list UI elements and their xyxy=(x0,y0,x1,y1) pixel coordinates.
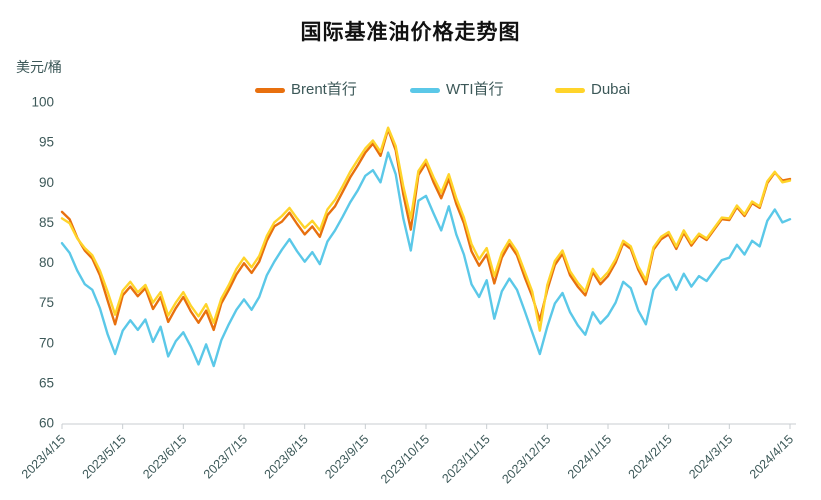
x-tick-label: 2023/9/15 xyxy=(322,432,371,481)
x-tick-label: 2024/3/15 xyxy=(686,432,735,481)
legend-item-dubai: Dubai xyxy=(555,82,630,98)
legend-label-brent: Brent首行 xyxy=(291,81,357,98)
y-tick-label: 70 xyxy=(39,335,54,350)
legend-item-wti: WTI首行 xyxy=(410,82,504,98)
y-tick-label: 85 xyxy=(39,215,54,230)
wti-line xyxy=(60,151,792,368)
legend-label-wti: WTI首行 xyxy=(446,81,504,98)
y-tick-label: 90 xyxy=(39,175,54,190)
y-axis-unit-label: 美元/桶 xyxy=(16,59,62,75)
x-tick-label: 2024/1/15 xyxy=(565,432,614,481)
x-tick-label: 2023/10/15 xyxy=(378,432,432,486)
x-tick-label: 2023/8/15 xyxy=(262,432,311,481)
x-tick-label: 2023/7/15 xyxy=(201,432,250,481)
x-tick-label: 2024/4/15 xyxy=(747,432,796,481)
y-tick-label: 75 xyxy=(39,295,54,310)
y-tick-label: 100 xyxy=(31,95,54,110)
y-tick-label: 60 xyxy=(39,416,54,431)
y-tick-label: 95 xyxy=(39,135,54,150)
legend-swatch-wti-line xyxy=(410,87,440,93)
legend-swatch-dubai-line xyxy=(555,87,585,93)
legend-item-brent: Brent首行 xyxy=(255,82,357,98)
x-tick-label: 2023/5/15 xyxy=(80,432,129,481)
x-tick-label: 2024/2/15 xyxy=(626,432,675,481)
x-tick-label: 2023/4/15 xyxy=(19,432,68,481)
dubai-line xyxy=(60,126,792,332)
y-tick-label: 65 xyxy=(39,375,54,390)
legend-label-dubai: Dubai xyxy=(591,81,631,98)
legend-swatch-brent-line xyxy=(255,87,285,93)
chart-title: 国际基准油价格走势图 xyxy=(300,21,521,44)
x-tick-label: 2023/6/15 xyxy=(140,432,189,481)
y-tick-label: 80 xyxy=(39,255,54,270)
x-tick-label: 2023/12/15 xyxy=(499,432,553,486)
x-tick-label: 2023/11/15 xyxy=(439,432,493,486)
